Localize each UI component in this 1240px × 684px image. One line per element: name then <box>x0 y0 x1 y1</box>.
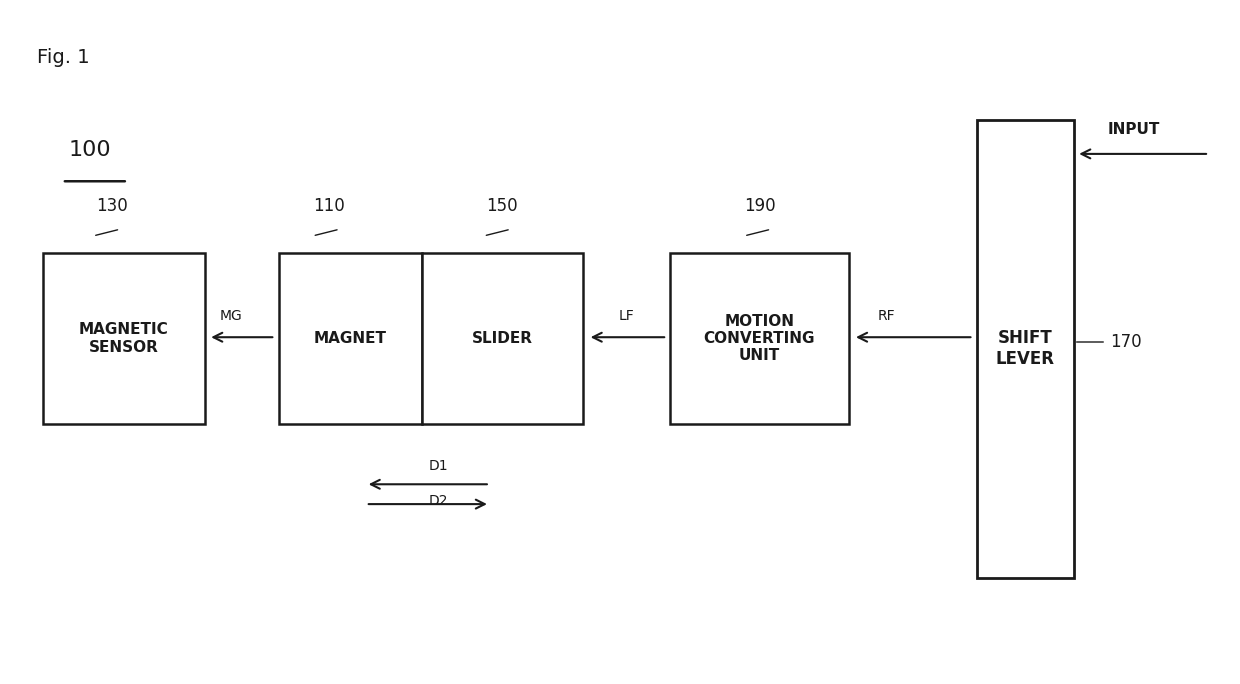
Text: D1: D1 <box>429 460 449 473</box>
Text: LF: LF <box>619 309 634 323</box>
Text: 130: 130 <box>95 198 128 215</box>
FancyBboxPatch shape <box>279 253 422 424</box>
Text: 170: 170 <box>1110 333 1142 351</box>
Text: MAGNET: MAGNET <box>314 331 387 346</box>
FancyBboxPatch shape <box>670 253 849 424</box>
Text: D2: D2 <box>429 494 449 508</box>
Text: 100: 100 <box>68 140 110 161</box>
FancyBboxPatch shape <box>422 253 583 424</box>
Text: MOTION
CONVERTING
UNIT: MOTION CONVERTING UNIT <box>704 314 815 363</box>
Text: MG: MG <box>219 309 242 323</box>
Text: RF: RF <box>878 309 895 323</box>
Text: 110: 110 <box>312 198 345 215</box>
Text: MAGNETIC
SENSOR: MAGNETIC SENSOR <box>79 322 169 355</box>
FancyBboxPatch shape <box>43 253 205 424</box>
Text: 190: 190 <box>744 198 776 215</box>
Text: SHIFT
LEVER: SHIFT LEVER <box>996 330 1055 368</box>
Text: INPUT: INPUT <box>1107 122 1159 137</box>
FancyBboxPatch shape <box>977 120 1074 578</box>
Text: SLIDER: SLIDER <box>471 331 533 346</box>
Text: 150: 150 <box>486 198 518 215</box>
Text: Fig. 1: Fig. 1 <box>37 48 89 67</box>
